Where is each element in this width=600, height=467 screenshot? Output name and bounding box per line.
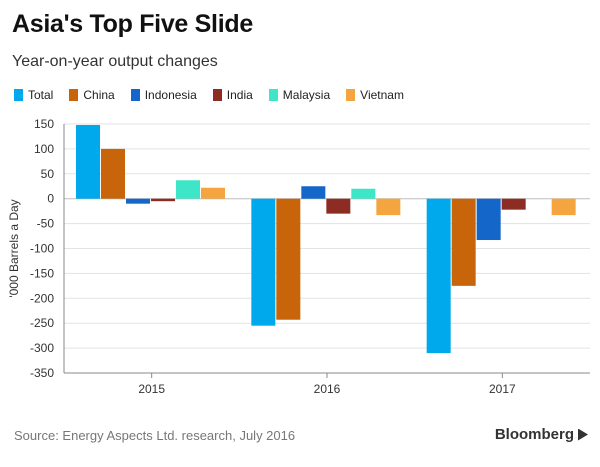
legend-label: Total xyxy=(28,88,54,102)
bar-india-2016 xyxy=(326,198,351,214)
bar-vietnam-2015 xyxy=(201,187,225,199)
legend-swatch xyxy=(130,89,140,101)
bar-chart: 150 100 50 0 -50 -100 -150 -200 -250 -300 -350 '000… xyxy=(7,117,590,396)
legend-item-india: India xyxy=(212,88,253,102)
y-tick-label: -350 xyxy=(30,366,54,380)
y-tick-label: -300 xyxy=(30,341,54,355)
legend-item-total: Total xyxy=(14,88,53,102)
legend-item-malaysia: Malaysia xyxy=(268,88,331,102)
legend-item-china: China xyxy=(69,88,115,102)
legend: Total China Indonesia India Malaysia Vietnam xyxy=(14,88,420,102)
legend-swatch xyxy=(268,89,278,101)
bar-indonesia-2015 xyxy=(126,198,150,204)
legend-label: Indonesia xyxy=(144,88,197,102)
brand-logo: Bloomberg xyxy=(495,426,588,443)
legend-swatch xyxy=(212,89,222,101)
chart-title: Asia's Top Five Slide xyxy=(12,10,253,38)
bar-malaysia-2015 xyxy=(176,180,200,199)
y-tick-label: 0 xyxy=(47,192,54,206)
bar-china-2015 xyxy=(101,148,125,199)
legend-item-vietnam: Vietnam xyxy=(346,88,404,102)
brand-mark-icon xyxy=(578,428,588,441)
y-tick-label: -250 xyxy=(30,316,54,330)
chart-subtitle: Year-on-year output changes xyxy=(12,53,218,70)
bar-india-2015 xyxy=(151,198,175,202)
legend-swatch xyxy=(346,89,356,101)
legend-item-indonesia: Indonesia xyxy=(130,88,197,102)
y-tick-label: -50 xyxy=(37,217,55,231)
x-tick-label: 2015 xyxy=(138,382,165,396)
bar-indonesia-2017 xyxy=(476,198,501,241)
bar-india-2017 xyxy=(501,198,526,210)
bar-total-2016 xyxy=(251,198,276,326)
x-tick-label: 2017 xyxy=(489,382,516,396)
x-tick-label: 2016 xyxy=(314,382,341,396)
y-tick-label: -100 xyxy=(30,242,54,256)
y-tick-label: 50 xyxy=(41,167,55,181)
legend-label: India xyxy=(226,88,253,102)
legend-swatch xyxy=(14,89,23,101)
y-tick-label: -150 xyxy=(30,266,54,280)
bar-vietnam-2016 xyxy=(376,198,401,216)
legend-label: China xyxy=(83,88,115,102)
bar-malaysia-2016 xyxy=(351,188,376,199)
y-axis-label: '000 Barrels a Day xyxy=(7,199,21,297)
y-tick-label: 150 xyxy=(34,117,54,131)
y-tick-label: -200 xyxy=(30,291,54,305)
y-tick-label: 100 xyxy=(34,142,54,156)
brand-name: Bloomberg xyxy=(494,426,574,443)
bar-total-2015 xyxy=(76,124,100,199)
source-note: Source: Energy Aspects Ltd. research, Ju… xyxy=(14,428,296,443)
legend-swatch xyxy=(69,89,79,101)
bar-china-2017 xyxy=(451,198,476,286)
bar-indonesia-2016 xyxy=(301,186,326,199)
bar-total-2017 xyxy=(426,198,451,354)
bar-china-2016 xyxy=(276,198,301,320)
bar-vietnam-2017 xyxy=(551,198,576,216)
legend-label: Vietnam xyxy=(360,88,404,102)
legend-label: Malaysia xyxy=(282,88,331,102)
